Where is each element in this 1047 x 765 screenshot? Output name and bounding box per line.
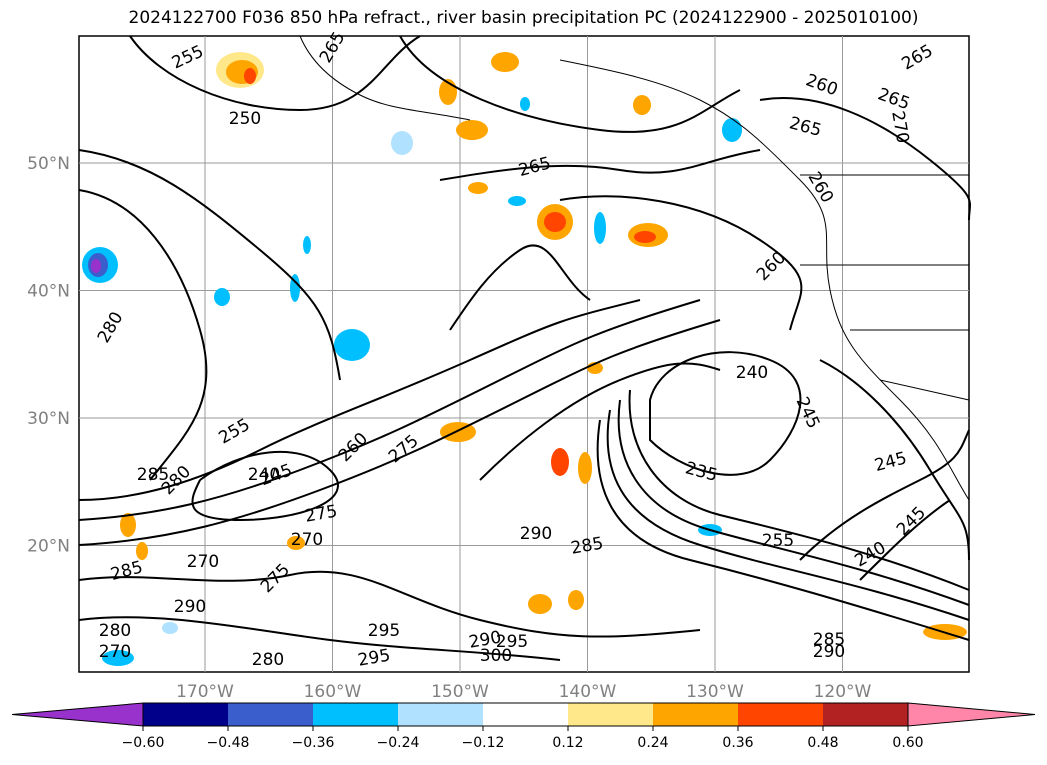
- longitude-label: 120°W: [814, 682, 872, 702]
- latitude-label: 50°N: [27, 154, 70, 174]
- contour-label: 250: [229, 109, 261, 129]
- contour-label: 270: [291, 530, 323, 550]
- contour-label: 290: [174, 597, 206, 617]
- colorbar: −0.60 −0.48 −0.36 −0.24 −0.12 0.12 0.24 0.36 0.4…: [11, 702, 1036, 751]
- contour-label: 280: [252, 650, 284, 670]
- colorbar-swatch: [823, 703, 908, 726]
- colorbar-tick-label: 0.12: [552, 735, 583, 751]
- contour-label: 240: [736, 363, 768, 383]
- colorbar-swatch: [738, 703, 823, 726]
- chart-title: 2024122700 F036 850 hPa refract., river …: [128, 8, 919, 28]
- contour-label: 285: [813, 630, 845, 650]
- latitude-label: 30°N: [27, 409, 70, 429]
- contour-label: 270: [99, 642, 131, 662]
- contour-label: 255: [762, 531, 794, 551]
- contour-label: 300: [480, 646, 512, 666]
- coastlines: [299, 35, 970, 501]
- colorbar-tick-label: −0.36: [292, 735, 335, 751]
- longitude-label: 170°W: [176, 682, 234, 702]
- colorbar-tick-label: −0.24: [377, 735, 420, 751]
- refractivity-contours: [78, 35, 972, 661]
- colorbar-swatch: [483, 703, 568, 726]
- colorbar-tick-label: 0.48: [807, 735, 838, 751]
- contour-label: 270: [187, 552, 219, 572]
- colorbar-tick-label: 0.60: [892, 735, 923, 751]
- contour-label: 285: [137, 465, 169, 485]
- colorbar-swatch: [143, 703, 228, 726]
- map-panel: [78, 35, 970, 673]
- colorbar-extend-low: [11, 702, 144, 727]
- contour-label: 240: [248, 465, 280, 485]
- colorbar-tick-label: −0.48: [207, 735, 250, 751]
- precip-shading: [82, 52, 967, 666]
- colorbar-swatch: [653, 703, 738, 726]
- contour-label: 280: [99, 621, 131, 641]
- longitude-labels: 170°W 160°W 150°W 140°W 130°W 120°W: [176, 682, 871, 702]
- colorbar-swatch: [398, 703, 483, 726]
- colorbar-swatch: [313, 703, 398, 726]
- contour-label: 290: [520, 524, 552, 544]
- colorbar-tick-label: −0.60: [122, 735, 165, 751]
- colorbar-swatch: [568, 703, 653, 726]
- colorbar-tick-label: −0.12: [462, 735, 505, 751]
- colorbar-tick-label: 0.24: [637, 735, 668, 751]
- longitude-label: 130°W: [686, 682, 744, 702]
- longitude-label: 160°W: [304, 682, 362, 702]
- latitude-label: 40°N: [27, 282, 70, 302]
- colorbar-extend-high: [907, 702, 1036, 727]
- colorbar-tick-label: 0.36: [722, 735, 753, 751]
- longitude-label: 140°W: [559, 682, 617, 702]
- colorbar-swatch: [228, 703, 313, 726]
- latitude-labels: 50°N 40°N 30°N 20°N: [27, 154, 70, 557]
- contour-label: 290: [813, 642, 845, 662]
- latitude-label: 20°N: [27, 537, 70, 557]
- contour-label: 295: [368, 621, 400, 641]
- longitude-label: 150°W: [431, 682, 489, 702]
- contour-label: 295: [496, 632, 528, 652]
